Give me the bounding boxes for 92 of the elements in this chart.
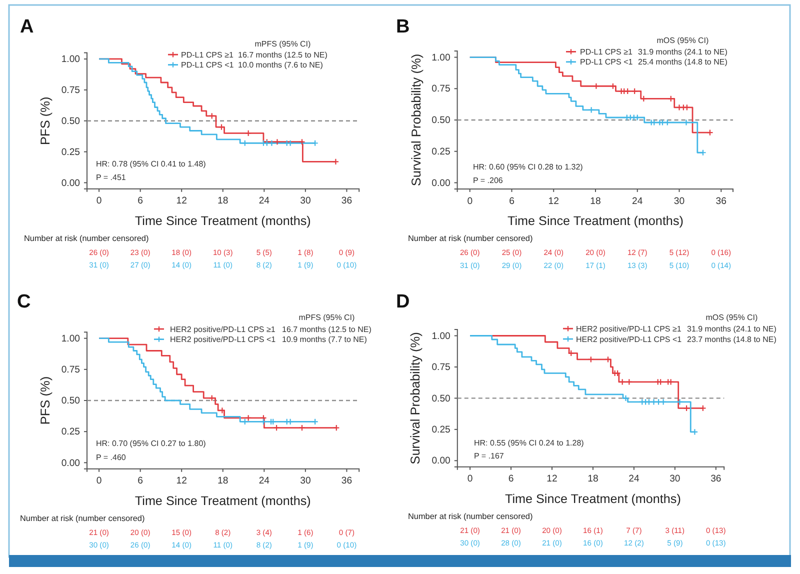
y-tick-label: 0.75 [61,364,80,376]
legend-label: PD-L1 CPS ≥1 [181,50,234,60]
y-tick-label: 0.50 [61,116,80,127]
annotation: HR: 0.70 (95% CI 0.27 to 1.80) [96,439,206,448]
y-tick-label: 0.50 [61,396,80,407]
annotation: 16.7 months (12.5 to NE) [282,324,372,334]
y-tick-label: 0.00 [432,178,450,189]
chart-title: B [396,16,410,38]
legend-label: PD-L1 CPS ≥1 [580,48,633,56]
x-tick-label: 18 [218,196,228,207]
x-tick-label: 0 [467,474,473,485]
legend-label: PD-L1 CPS <1 [181,60,234,70]
x-tick-label: 0 [467,196,473,207]
x-axis-title: Time Since Treatment (months) [505,492,681,506]
annotation: 25.4 months (14.8 to NE) [638,58,728,67]
legend-title: mOS (95% CI) [706,312,758,322]
text: Number at risk (number censored) [20,514,145,523]
x-tick-label: 6 [508,474,514,485]
annotation: P = .206 [473,176,504,185]
y-tick-label: 0.00 [432,456,450,467]
x-tick-label: 0 [96,196,102,207]
y-tick-label: 1.00 [61,333,80,344]
x-tick-label: 24 [258,476,270,487]
legend-title: mOS (95% CI) [656,36,710,45]
x-tick-label: 30 [670,474,680,485]
text: Number at risk (number censored) [408,512,533,521]
x-tick-label: 6 [138,196,143,207]
x-tick-label: 6 [509,196,514,207]
annotation: 10.9 months (7.7 to NE) [282,335,368,344]
text: Number at risk (number censored) [24,234,149,243]
legend-title: mPFS (95% CI) [254,39,312,48]
annotation: HR: 0.60 (95% CI 0.28 to 1.32) [473,162,584,172]
x-tick-label: 24 [632,196,644,207]
x-tick-label: 12 [176,476,187,487]
x-tick-label: 30 [300,476,311,487]
y-tick-label: 0.00 [61,178,80,189]
annotation: P = .167 [474,452,504,461]
y-axis-title: Survival Probability (%) [408,54,424,186]
y-tick-label: 0.75 [432,84,450,95]
y-tick-label: 0.75 [61,84,80,96]
x-tick-label: 30 [674,196,685,207]
y-tick-label: 0.25 [61,146,80,158]
annotation: 23.7 months (14.8 to NE) [687,334,777,344]
x-tick-label: 0 [96,476,102,487]
x-tick-label: 12 [176,196,187,207]
legend-label: HER2 positive/PD-L1 CPS ≥1 [576,324,682,334]
x-tick-label: 36 [341,476,352,487]
legend-label: HER2 positive/PD-L1 CPS <1 [576,334,682,344]
x-tick-label: 18 [588,474,598,485]
y-tick-label: 0.25 [432,424,450,436]
annotation: P = .460 [96,452,126,462]
x-tick-label: 18 [218,476,228,487]
y-tick-label: 0.75 [432,362,450,374]
x-tick-label: 36 [716,196,726,207]
y-tick-label: 1.00 [61,54,80,66]
x-tick-label: 36 [710,474,722,485]
y-tick-label: 0.25 [61,426,80,438]
y-tick-label: 0.25 [432,146,450,158]
y-tick-label: 1.00 [432,52,450,64]
chart-title: D [396,292,410,313]
legend-label: PD-L1 CPS <1 [580,58,634,67]
annotation: 10.0 months (7.6 to NE) [238,60,324,70]
y-axis-title: PFS (%) [37,96,52,146]
y-axis-title: Survival Probability (%) [407,332,422,464]
annotation: P = .451 [96,172,126,182]
annotation: 31.9 months (24.1 to NE) [687,324,777,334]
legend-label: HER2 positive/PD-L1 CPS <1 [170,335,276,344]
x-tick-label: 24 [258,196,270,207]
x-tick-label: 12 [548,196,559,207]
x-tick-label: 30 [300,196,311,207]
chart-title: A [20,16,34,38]
x-tick-label: 36 [341,196,352,207]
chart-title: C [17,292,31,313]
x-axis-title: Time Since Treatment (months) [508,214,684,228]
text: Number at risk (number censored) [408,234,533,243]
x-axis-title: Time Since Treatment (months) [134,214,311,228]
x-tick-label: 18 [590,196,601,207]
annotation: HR: 0.55 (95% CI 0.24 to 1.28) [474,438,584,448]
annotation: 31.9 months (24.1 to NE) [638,48,728,56]
y-tick-label: 1.00 [432,330,450,342]
x-tick-label: 6 [138,476,143,487]
annotation: 16.7 months (12.5 to NE) [238,50,328,60]
x-axis-title: Time Since Treatment (months) [134,494,311,508]
y-tick-label: 0.50 [432,115,450,126]
x-tick-label: 12 [546,474,558,485]
legend-title: mPFS (95% CI) [298,313,356,322]
legend-label: HER2 positive/PD-L1 CPS ≥1 [170,324,276,334]
annotation: HR: 0.78 (95% CI 0.41 to 1.48) [96,159,206,168]
y-axis-title: PFS (%) [37,376,52,425]
x-tick-label: 24 [628,474,640,485]
y-tick-label: 0.50 [432,393,450,404]
y-tick-label: 0.00 [61,458,80,469]
